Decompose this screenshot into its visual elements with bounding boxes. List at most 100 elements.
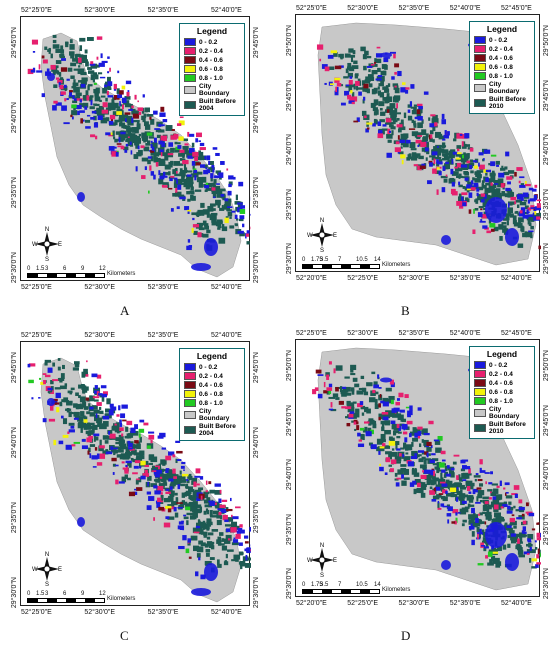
class-patch: [143, 422, 149, 426]
coordinate-tick-label: 29°30'0"N: [11, 252, 18, 284]
class-patch: [113, 87, 117, 91]
built-patch: [59, 401, 63, 407]
built-patch: [125, 447, 131, 453]
scale-segment: [331, 590, 341, 593]
built-patch: [93, 115, 97, 121]
class-patch: [414, 453, 418, 457]
built-patch: [462, 185, 466, 189]
built-patch: [505, 495, 513, 499]
compass-letter: W: [32, 242, 38, 248]
built-patch: [344, 53, 351, 58]
built-patch: [55, 60, 62, 64]
scale-tick-label: 0: [27, 591, 31, 597]
class-patch: [185, 548, 190, 554]
legend-swatch: [184, 101, 196, 109]
built-patch: [453, 138, 457, 142]
built-patch: [59, 385, 67, 390]
built-patch: [378, 101, 385, 107]
built-patch: [221, 226, 228, 232]
class-patch: [118, 481, 125, 484]
built-patch: [118, 114, 125, 118]
class-patch: [364, 421, 370, 424]
class-patch: [205, 182, 209, 187]
class-patch: [156, 491, 162, 494]
built-patch: [403, 468, 410, 475]
built-patch: [506, 220, 509, 226]
coordinate-tick-label: 52°40'0"E: [211, 332, 242, 339]
built-patch: [94, 74, 99, 80]
class-patch: [167, 153, 174, 156]
class-patch: [388, 130, 392, 133]
class-patch: [456, 200, 463, 206]
class-patch: [487, 551, 493, 557]
built-patch: [503, 218, 510, 221]
scale-segment: [85, 599, 95, 602]
built-patch: [192, 490, 200, 497]
class-patch: [476, 192, 479, 197]
class-patch: [518, 211, 525, 217]
class-patch: [27, 363, 31, 368]
built-patch: [81, 77, 88, 82]
built-patch: [385, 85, 389, 88]
class-patch: [177, 184, 182, 190]
built-patch: [483, 207, 486, 211]
class-patch: [513, 485, 520, 490]
class-patch: [194, 156, 198, 162]
built-patch: [162, 182, 169, 185]
built-patch: [78, 65, 81, 68]
built-patch: [411, 119, 414, 124]
built-patch: [443, 481, 448, 484]
built-patch: [69, 39, 73, 44]
legend-swatch: [474, 84, 486, 92]
class-patch: [71, 116, 74, 120]
class-patch: [483, 194, 487, 199]
built-patch: [136, 121, 140, 124]
class-patch: [533, 194, 538, 200]
built-patch: [234, 223, 238, 226]
class-patch: [154, 473, 160, 478]
built-patch: [60, 373, 65, 380]
built-patch: [88, 96, 93, 102]
class-patch: [42, 59, 48, 64]
class-patch: [399, 409, 405, 413]
built-patch: [462, 472, 469, 475]
built-patch: [211, 217, 217, 224]
class-patch: [377, 374, 380, 379]
class-patch: [472, 489, 476, 495]
built-patch: [125, 454, 129, 460]
class-patch: [492, 496, 497, 500]
class-patch: [228, 175, 234, 180]
built-patch: [341, 390, 347, 397]
class-patch: [110, 406, 117, 411]
built-patch: [393, 430, 400, 434]
class-patch: [211, 165, 215, 169]
class-patch: [134, 94, 137, 100]
legend-title: Legend: [196, 351, 228, 361]
built-patch: [113, 136, 116, 140]
class-patch: [126, 420, 133, 426]
built-patch: [157, 151, 164, 156]
built-patch: [127, 477, 131, 481]
legend-title: Legend: [486, 24, 518, 34]
class-patch: [397, 135, 400, 140]
class-patch: [431, 499, 437, 502]
built-patch: [114, 138, 120, 142]
built-patch: [53, 84, 58, 89]
class-patch: [239, 208, 246, 214]
built-patch: [141, 455, 145, 460]
built-patch: [332, 393, 339, 398]
built-patch: [168, 489, 173, 493]
class-patch: [349, 411, 355, 414]
scale-tick-label: 0: [302, 257, 306, 263]
built-patch: [420, 492, 426, 498]
built-patch: [84, 119, 91, 123]
class-patch: [182, 473, 189, 477]
class-patch: [88, 435, 93, 439]
scale-tick-label: 14: [374, 257, 381, 263]
class-patch: [70, 114, 73, 118]
built-patch: [196, 177, 203, 183]
built-patch: [226, 517, 234, 522]
compass-letter: S: [320, 573, 324, 578]
built-patch: [515, 509, 522, 512]
built-patch: [523, 211, 528, 215]
